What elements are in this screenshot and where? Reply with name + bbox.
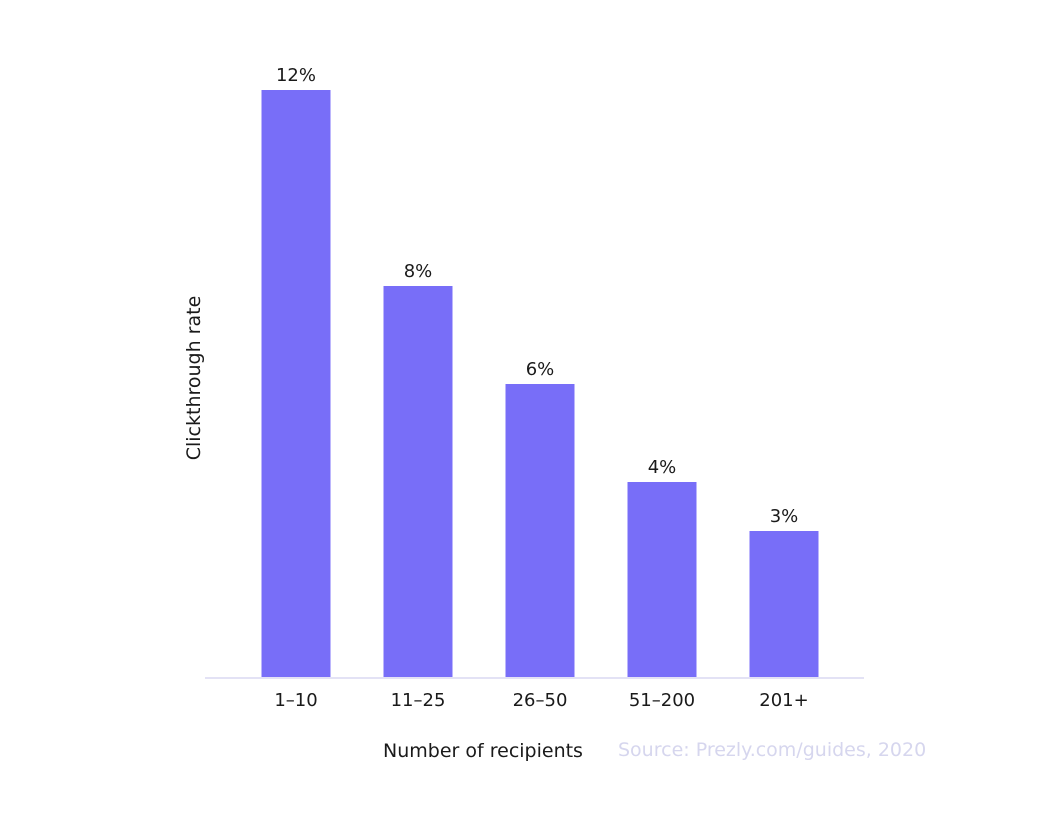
y-axis-title: Clickthrough rate: [183, 296, 205, 461]
data-label-2: 8%: [404, 261, 433, 282]
bar-2: [383, 286, 453, 678]
x-axis-title: Number of recipients: [383, 740, 583, 762]
bars-layer: [261, 90, 819, 678]
labels-layer: 12% 1–10 8% 11–25 6% 26–50 4% 51–200 3% 201+: [274, 65, 808, 711]
bar-5: [749, 531, 819, 678]
x-tick-label-2: 11–25: [391, 690, 446, 711]
x-tick-label-3: 26–50: [513, 690, 568, 711]
x-tick-label-5: 201+: [759, 690, 808, 711]
x-tick-label-1: 1–10: [274, 690, 317, 711]
source-note: Source: Prezly.com/guides, 2020: [618, 739, 926, 761]
data-label-1: 12%: [276, 65, 316, 86]
bar-3: [505, 384, 575, 678]
x-tick-label-4: 51–200: [629, 690, 695, 711]
data-label-5: 3%: [770, 506, 799, 527]
bar-1: [261, 90, 331, 678]
data-label-3: 6%: [526, 359, 555, 380]
data-label-4: 4%: [648, 457, 677, 478]
bar-4: [627, 482, 697, 678]
